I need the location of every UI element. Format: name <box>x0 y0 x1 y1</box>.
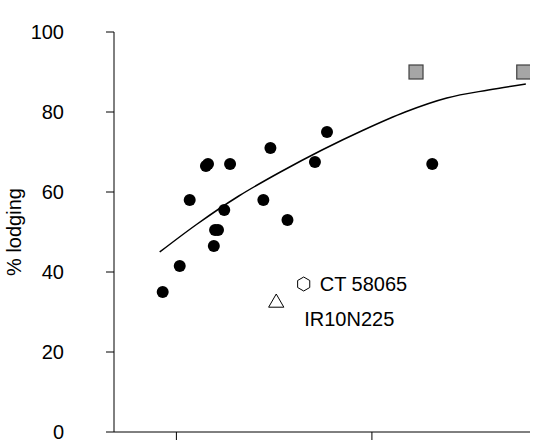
svg-text:CT 58065: CT 58065 <box>320 273 407 295</box>
svg-text:0: 0 <box>53 421 64 443</box>
svg-text:40: 40 <box>42 261 64 283</box>
svg-text:20: 20 <box>42 341 64 363</box>
svg-text:80: 80 <box>42 101 64 123</box>
svg-text:% lodging: % lodging <box>3 188 25 276</box>
svg-text:IR10N225: IR10N225 <box>304 308 394 330</box>
svg-text:60: 60 <box>42 181 64 203</box>
svg-text:100: 100 <box>31 21 64 43</box>
